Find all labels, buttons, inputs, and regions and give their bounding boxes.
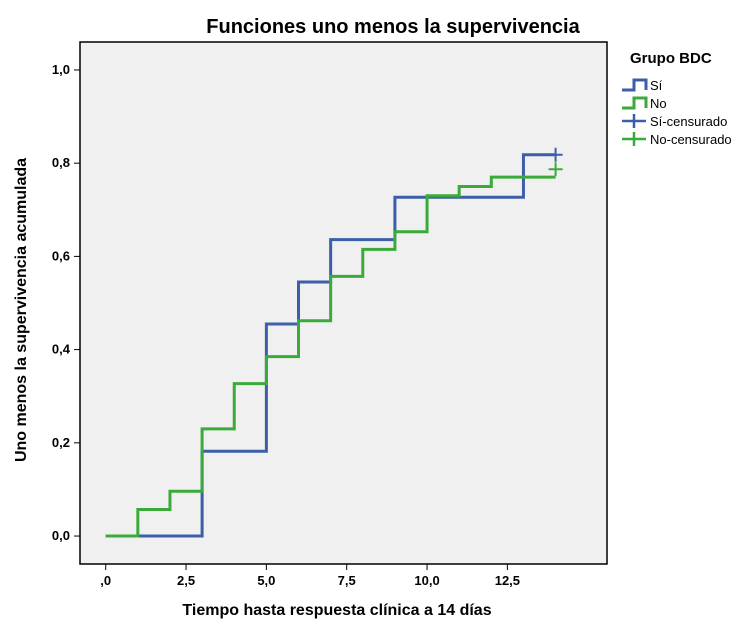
x-tick-label: 12,5 <box>495 573 520 588</box>
series-layer <box>105 147 563 538</box>
legend-swatch-step <box>622 78 648 92</box>
legend-items: Sí No Sí-censurado No-censurado <box>622 78 732 147</box>
legend-item: Sí-censurado <box>622 114 727 129</box>
legend-swatch-step <box>622 96 648 110</box>
x-tick-label: ,0 <box>100 573 111 588</box>
legend-label: No <box>650 96 667 111</box>
legend-item: Sí <box>622 78 663 93</box>
y-tick-label: 0,8 <box>52 155 70 170</box>
legend-item: No <box>622 96 667 111</box>
legend-item: No-censurado <box>622 132 732 147</box>
legend-label: Sí <box>650 78 663 93</box>
legend-label: No-censurado <box>650 132 732 147</box>
y-axis-ticks: 0,0 0,2 0,4 0,6 0,8 1,0 <box>52 62 80 543</box>
y-tick-label: 0,0 <box>52 528 70 543</box>
y-axis-label: Uno menos la supervivencia acumulada <box>13 158 30 462</box>
chart-title: Funciones uno menos la supervivencia <box>206 16 580 38</box>
y-tick-label: 0,2 <box>52 435 70 450</box>
series-line-si <box>105 153 556 538</box>
legend-swatch-censor <box>622 114 646 128</box>
x-axis-label: Tiempo hasta respuesta clínica a 14 días <box>182 602 491 619</box>
x-tick-label: 5,0 <box>257 573 275 588</box>
x-axis-ticks: ,0 2,5 5,0 7,5 10,0 12,5 <box>100 564 520 588</box>
legend-swatch-censor <box>622 132 646 146</box>
legend: Grupo BDC Sí No Sí-censurado No-censurado <box>622 50 732 147</box>
censor-mark <box>548 147 563 162</box>
x-tick-label: 7,5 <box>338 573 356 588</box>
series-line-no <box>105 175 556 538</box>
censor-mark <box>548 162 563 177</box>
legend-label: Sí-censurado <box>650 114 727 129</box>
legend-title: Grupo BDC <box>630 50 712 67</box>
plot-area <box>79 41 608 565</box>
x-tick-label: 10,0 <box>414 573 439 588</box>
x-tick-label: 2,5 <box>177 573 195 588</box>
y-tick-label: 0,4 <box>52 342 71 357</box>
y-tick-label: 0,6 <box>52 248 70 263</box>
y-tick-label: 1,0 <box>52 62 70 77</box>
